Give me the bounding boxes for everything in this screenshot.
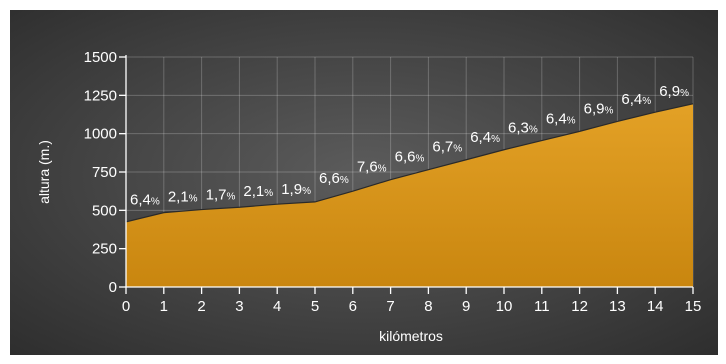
gradient-label-value: 6,4 [546,110,567,127]
gradient-label-unit: % [529,125,538,136]
y-tick-label: 1000 [84,126,117,143]
y-tick-label: 1500 [84,49,117,66]
gradient-label-unit: % [680,88,689,99]
gradient-label-unit: % [302,186,311,197]
y-tick-label: 250 [92,241,117,258]
x-tick-label: 3 [235,298,243,315]
gradient-label-unit: % [378,164,387,175]
y-tick-label: 1250 [84,87,117,104]
gradient-label-unit: % [604,105,613,116]
gradient-label-value: 2,1 [243,183,264,200]
gradient-label-value: 6,6 [319,170,340,187]
x-tick-label: 5 [311,298,319,315]
gradient-label-value: 6,9 [659,83,680,100]
gradient-label-value: 1,7 [206,186,227,203]
x-tick-label: 2 [197,298,205,315]
x-tick-label: 7 [386,298,394,315]
gradient-label-unit: % [491,134,500,145]
gradient-label-value: 6,4 [470,129,491,146]
gradient-label-value: 6,7 [432,139,453,156]
gradient-label-unit: % [642,96,651,107]
gradient-label-unit: % [340,175,349,186]
x-axis-title: kilómetros [379,328,443,344]
x-tick-label: 15 [685,298,702,315]
x-tick-label: 14 [647,298,664,315]
gradient-label-unit: % [453,144,462,155]
x-tick-label: 13 [609,298,626,315]
gradient-label-value: 2,1 [168,189,189,206]
gradient-label-unit: % [567,115,576,126]
gradient-label-unit: % [264,188,273,199]
x-tick-label: 1 [160,298,168,315]
x-tick-label: 0 [122,298,130,315]
gradient-label-unit: % [226,191,235,202]
gradient-label-value: 6,4 [621,91,642,108]
gradient-label-unit: % [415,154,424,165]
x-tick-label: 4 [273,298,281,315]
gradient-label-value: 6,3 [508,120,529,137]
gradient-label-unit: % [189,194,198,205]
gradient-label-unit: % [151,197,160,208]
x-tick-label: 6 [349,298,357,315]
y-tick-label: 0 [109,279,117,296]
x-tick-label: 12 [571,298,588,315]
x-tick-label: 8 [424,298,432,315]
x-tick-label: 9 [462,298,470,315]
y-tick-label: 750 [92,164,117,181]
gradient-label-value: 6,4 [130,192,151,209]
x-tick-label: 10 [496,298,513,315]
y-tick-label: 500 [92,202,117,219]
gradient-label-value: 1,9 [281,181,302,198]
gradient-label-value: 6,6 [395,149,416,166]
y-axis-title: altura (m.) [36,140,52,204]
gradient-label-value: 7,6 [357,159,378,176]
x-tick-label: 11 [534,298,550,315]
gradient-label-value: 6,9 [584,100,605,117]
